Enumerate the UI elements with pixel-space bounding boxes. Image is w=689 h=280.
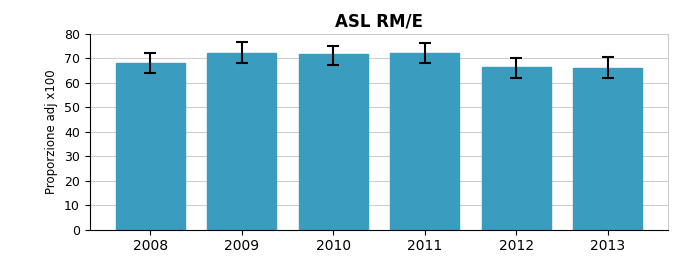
Bar: [482, 67, 551, 230]
Bar: [207, 53, 276, 230]
Bar: [116, 63, 185, 230]
Bar: [573, 68, 642, 230]
Bar: [299, 54, 367, 230]
Title: ASL RM/E: ASL RM/E: [335, 13, 423, 31]
Bar: [391, 53, 459, 230]
Y-axis label: Proporzione adj x100: Proporzione adj x100: [45, 69, 59, 194]
